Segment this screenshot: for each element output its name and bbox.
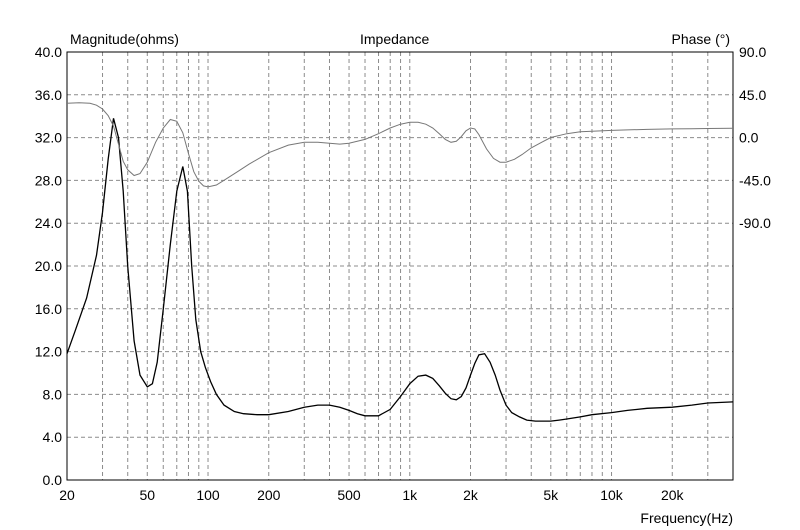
y-left-tick-label: 40.0 <box>35 44 62 60</box>
y-left-tick-label: 12.0 <box>35 344 62 360</box>
x-tick-labels: 20 50 100 200 500 1k 2k 5k 10k 20k <box>59 487 684 503</box>
y-left-tick-label: 0.0 <box>43 472 63 488</box>
phase-series-line <box>66 102 734 188</box>
x-tick-label: 2k <box>463 487 479 503</box>
y-right-tick-label: -90.0 <box>739 215 771 231</box>
x-tick-label: 20 <box>59 487 75 503</box>
x-tick-label: 50 <box>139 487 155 503</box>
x-tick-label: 1k <box>402 487 418 503</box>
y-right-tick-label: 0.0 <box>739 130 759 146</box>
y-left-tick-labels: 0.0 4.0 8.0 12.0 16.0 20.0 24.0 28.0 32.0 36.0 40.… <box>35 44 62 488</box>
y-left-tick-label: 8.0 <box>43 386 63 402</box>
x-tick-label: 200 <box>257 487 281 503</box>
y-right-axis-label: Phase (°) <box>671 31 730 47</box>
x-tick-label: 500 <box>337 487 361 503</box>
chart-title: Impedance <box>360 31 430 47</box>
plot-frame <box>66 51 734 481</box>
y-left-axis-label: Magnitude(ohms) <box>70 31 179 47</box>
y-left-tick-label: 36.0 <box>35 87 62 103</box>
y-left-tick-label: 20.0 <box>35 258 62 274</box>
y-left-tick-label: 32.0 <box>35 130 62 146</box>
y-right-tick-labels: 90.0 45.0 0.0 -45.0 -90.0 <box>739 44 771 231</box>
y-right-tick-label: 45.0 <box>739 87 766 103</box>
x-tick-label: 10k <box>600 487 624 503</box>
y-left-tick-label: 24.0 <box>35 215 62 231</box>
magnitude-series-line <box>66 118 734 422</box>
y-left-tick-label: 4.0 <box>43 429 63 445</box>
x-tick-label: 100 <box>196 487 220 503</box>
y-left-tick-label: 16.0 <box>35 301 62 317</box>
series-layer <box>66 102 734 422</box>
x-axis-label: Frequency(Hz) <box>640 510 733 526</box>
x-tick-label: 20k <box>661 487 685 503</box>
x-tick-label: 5k <box>543 487 559 503</box>
y-right-tick-label: 90.0 <box>739 44 766 60</box>
y-right-tick-label: -45.0 <box>739 172 771 188</box>
horizontal-grid <box>67 94 733 438</box>
y-left-tick-label: 28.0 <box>35 172 62 188</box>
